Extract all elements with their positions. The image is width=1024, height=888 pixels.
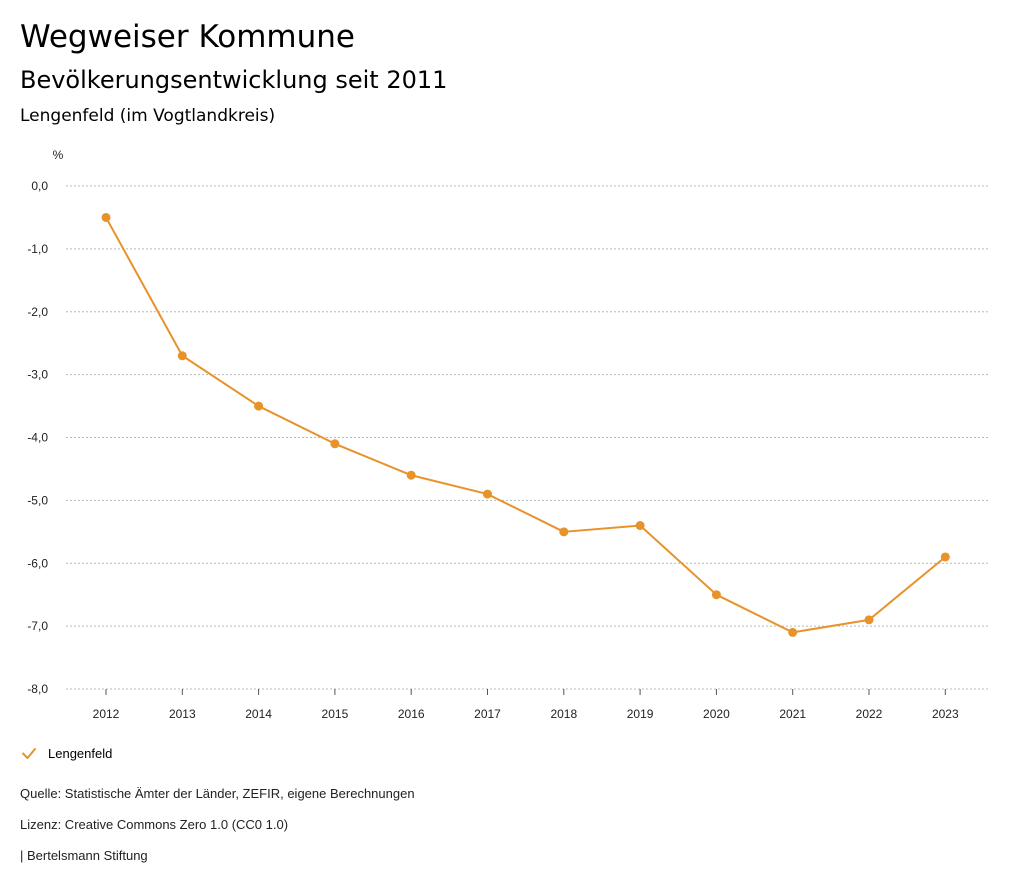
x-tick-label: 2019 (627, 707, 654, 721)
y-tick-label: -4,0 (27, 431, 48, 445)
x-tick-label: 2018 (550, 707, 577, 721)
y-tick-label: -5,0 (27, 493, 48, 507)
x-tick-label: 2020 (703, 707, 730, 721)
y-tick-label: -2,0 (27, 305, 48, 319)
y-tick-label: 0,0 (31, 179, 48, 193)
x-tick-label: 2015 (322, 707, 349, 721)
y-tick-label: -6,0 (27, 556, 48, 570)
source-note: Quelle: Statistische Ämter der Länder, Z… (20, 786, 415, 801)
data-point-2016[interactable] (406, 470, 416, 480)
data-point-2014[interactable] (254, 401, 264, 411)
region-label: Lengenfeld (im Vogtlandkreis) (20, 106, 276, 126)
x-tick-label: 2016 (398, 707, 425, 721)
legend-label: Lengenfeld (48, 745, 113, 761)
x-tick-label: 2022 (856, 707, 883, 721)
data-point-2013[interactable] (177, 351, 187, 361)
x-tick-label: 2013 (169, 707, 196, 721)
y-axis-unit-label: % (53, 148, 64, 162)
data-point-2019[interactable] (635, 521, 645, 531)
data-point-2021[interactable] (788, 627, 798, 637)
data-point-2015[interactable] (330, 439, 340, 449)
chart-subtitle: Bevölkerungsentwicklung seit 2011 (20, 66, 448, 94)
series-line (105, 216, 946, 634)
x-tick-label: 2023 (932, 707, 959, 721)
y-tick-label: -7,0 (27, 619, 48, 633)
x-tick-label: 2021 (779, 707, 806, 721)
y-tick-label: -3,0 (27, 368, 48, 382)
license-note: Lizenz: Creative Commons Zero 1.0 (CC0 1… (20, 817, 289, 832)
legend-check-icon (22, 748, 36, 759)
x-tick-label: 2014 (245, 707, 272, 721)
data-point-2017[interactable] (483, 489, 492, 499)
x-tick-label: 2017 (474, 707, 501, 721)
chart-legend[interactable]: Lengenfeld (20, 744, 112, 762)
data-point-2023[interactable] (940, 552, 950, 562)
page-title: Wegweiser Kommune (20, 19, 355, 55)
data-point-2018[interactable] (559, 527, 569, 537)
data-point-2012[interactable] (101, 212, 111, 222)
line-chart: % 0,0 -1,0 -2,0 -3,0 -4,0 -5,0 -6,0 -7,0 -8,0 20… (27, 148, 990, 721)
y-tick-label: -8,0 (27, 682, 48, 696)
x-tick-label: 2012 (93, 707, 120, 721)
y-tick-label: -1,0 (27, 242, 48, 256)
data-point-2022[interactable] (864, 615, 874, 625)
data-point-2020[interactable] (711, 590, 721, 600)
publisher-note: | Bertelsmann Stiftung (20, 848, 148, 863)
